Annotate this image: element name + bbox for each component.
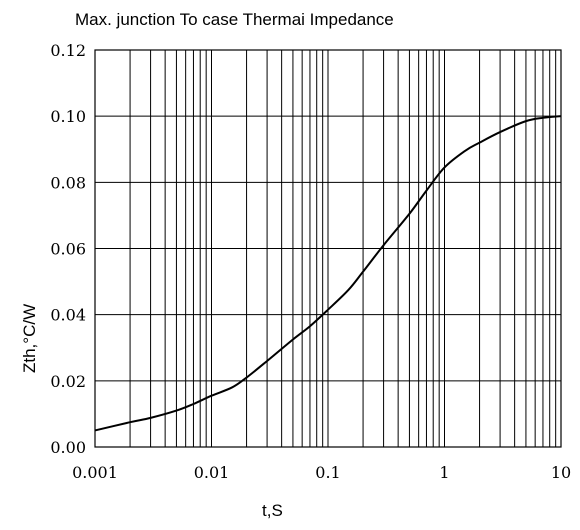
y-tick-label: 0.08 [50, 173, 86, 192]
y-axis-label: Zth,°C/W [20, 304, 39, 373]
x-tick-label: 0.01 [194, 463, 230, 482]
x-tick-label: 0.1 [315, 463, 340, 482]
y-tick-label: 0.10 [50, 107, 86, 126]
grid [95, 50, 561, 447]
x-tick-label: 0.001 [72, 463, 118, 482]
y-tick-label: 0.06 [50, 240, 86, 259]
y-tick-label: 0.04 [50, 306, 86, 325]
x-axis-label: t,S [262, 501, 283, 520]
y-tick-label: 0.00 [50, 438, 86, 457]
tick-labels: 0.001 0.01 0.1 1 10 0.00 0.02 0.04 0.06 0.08 0.10 0… [50, 41, 571, 482]
series-line [94, 115, 562, 432]
chart-title: Max. junction To case Thermai Impedance [75, 10, 394, 29]
x-tick-label: 10 [551, 463, 571, 482]
plot-frame [94, 49, 562, 448]
y-tick-label: 0.02 [50, 372, 86, 391]
y-tick-label: 0.12 [50, 41, 86, 60]
x-tick-label: 1 [439, 463, 449, 482]
